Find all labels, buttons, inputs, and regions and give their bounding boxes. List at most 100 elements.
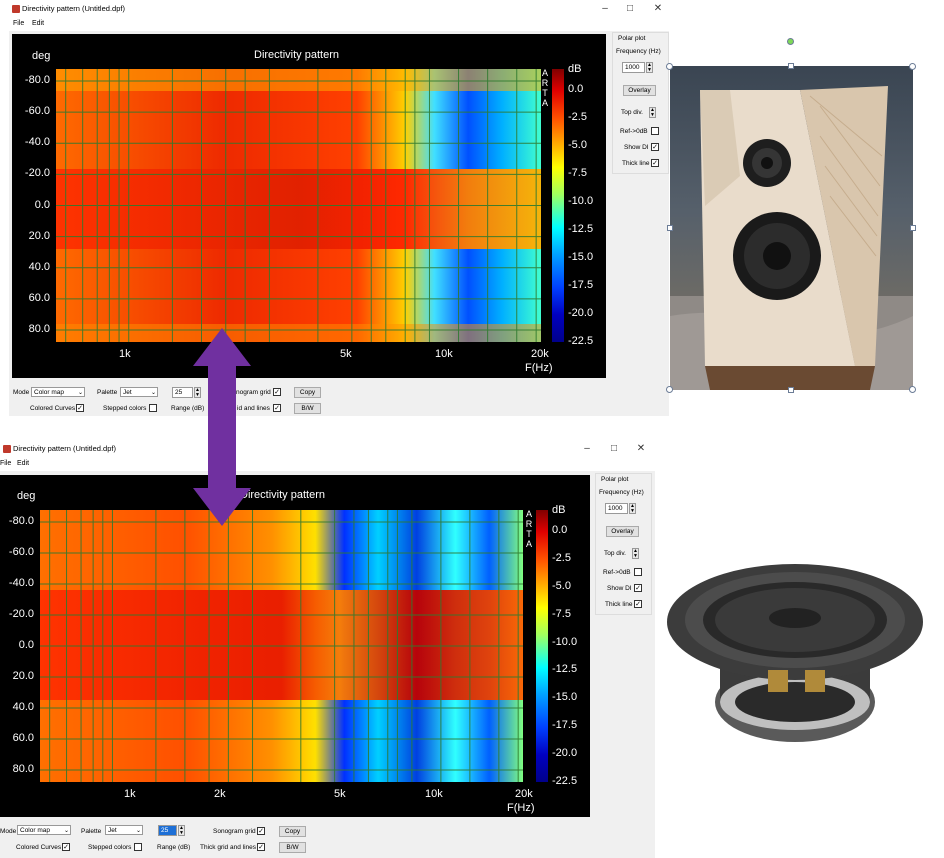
colored-curves-checkbox[interactable]: ✓ [62, 843, 70, 851]
menu-file[interactable]: File [0, 460, 12, 467]
thick-grid-checkbox[interactable]: ✓ [273, 404, 281, 412]
range-label: Range (dB) [157, 844, 191, 851]
show-di-checkbox[interactable]: ✓ [651, 143, 659, 151]
y-tick-label: -60.0 [8, 546, 34, 558]
menu-edit[interactable]: Edit [17, 460, 30, 467]
copy-button[interactable]: Copy [294, 387, 321, 398]
window-title: Directivity pattern (Untitled.dpf) [13, 444, 116, 453]
palette-select[interactable]: Jet ⌄ [120, 387, 158, 397]
rotate-handle-icon[interactable] [787, 38, 794, 45]
plot-title: Directivity pattern [240, 489, 325, 501]
top-div-label: Top div. [604, 550, 626, 557]
frequency-stepper[interactable]: ▲ ▼ [646, 62, 653, 73]
bw-button[interactable]: B/W [294, 403, 321, 414]
range-stepper[interactable]: ▲ ▼ [178, 825, 185, 836]
menu-file[interactable]: File [13, 20, 25, 27]
colored-curves-checkbox[interactable]: ✓ [76, 404, 84, 412]
arta-logo-letter: T [542, 88, 548, 98]
x-tick-label: 10k [435, 348, 453, 360]
y-axis-unit: deg [32, 50, 51, 62]
resize-handle[interactable] [788, 63, 794, 69]
maximize-icon[interactable]: □ [626, 3, 634, 14]
maximize-icon[interactable]: □ [610, 443, 618, 454]
frequency-input[interactable]: 1000 [605, 503, 628, 514]
frequency-stepper[interactable]: ▲ ▼ [629, 503, 636, 514]
stepped-colors-label: Stepped colors [103, 405, 147, 412]
close-icon[interactable]: ✕ [653, 3, 663, 14]
title-bar: Directivity pattern (Untitled.dpf) – □ ✕ [0, 440, 655, 459]
menu-edit[interactable]: Edit [32, 20, 45, 27]
resize-handle[interactable] [910, 225, 916, 231]
chevron-down-icon: ⌄ [150, 390, 156, 396]
frequency-input[interactable]: 1000 [622, 62, 645, 73]
ref-0db-checkbox[interactable] [634, 568, 642, 576]
resize-handle[interactable] [909, 386, 916, 393]
y-tick-label: 0.0 [34, 198, 50, 211]
minimize-icon[interactable]: – [584, 443, 590, 454]
sonogram-grid-checkbox[interactable]: ✓ [273, 388, 281, 396]
colorbar-tick-label: -12.5 [568, 223, 594, 235]
polar-plot-panel: Polar plot Frequency (Hz) 1000 ▲ ▼ Overlay Top… [612, 32, 669, 174]
resize-handle[interactable] [666, 386, 673, 393]
grid-lines [56, 69, 541, 342]
bw-button[interactable]: B/W [279, 842, 306, 853]
resize-handle[interactable] [909, 63, 916, 70]
colorbar-tick-label: -10.0 [552, 635, 578, 648]
minimize-icon[interactable]: – [602, 3, 608, 14]
top-div-stepper[interactable]: ▲ ▼ [649, 107, 656, 118]
colorbar-tick-label: -22.5 [552, 775, 578, 787]
colorbar-tick-label: -20.0 [552, 747, 578, 760]
range-input[interactable]: 25 [158, 825, 177, 836]
show-di-checkbox[interactable]: ✓ [634, 584, 642, 592]
ref-0db-checkbox[interactable] [651, 127, 659, 135]
thick-line-label: Thick line [622, 160, 650, 167]
range-input[interactable]: 25 [172, 387, 193, 398]
arta-logo-letter: A [541, 68, 548, 78]
x-tick-label: 5k [334, 788, 346, 800]
y-tick-label: 40.0 [28, 260, 50, 273]
sonogram-grid-checkbox[interactable]: ✓ [257, 827, 265, 835]
speaker-cabinet-photo[interactable] [670, 66, 913, 390]
resize-handle[interactable] [788, 387, 794, 393]
sonogram-grid-label: nogram grid [236, 389, 271, 396]
mode-select[interactable]: Color map ⌄ [31, 387, 85, 397]
palette-select[interactable]: Jet ⌄ [105, 825, 143, 835]
resize-handle[interactable] [667, 225, 673, 231]
resize-handle[interactable] [666, 63, 673, 70]
top-div-label: Top div. [621, 109, 643, 116]
arta-logo-letter: T [526, 529, 532, 539]
thick-grid-checkbox[interactable]: ✓ [257, 843, 265, 851]
y-tick-label: -80.0 [24, 74, 50, 86]
arta-logo-letter: A [525, 509, 532, 519]
x-tick-label: 20k [515, 788, 533, 800]
thick-grid-label: id and lines [237, 405, 270, 412]
colorbar [536, 510, 548, 782]
app-icon [12, 5, 20, 13]
stepped-colors-checkbox[interactable] [149, 404, 157, 412]
close-icon[interactable]: ✕ [636, 443, 646, 454]
stepped-colors-checkbox[interactable] [134, 843, 142, 851]
colorbar-tick-label: -5.0 [552, 579, 571, 592]
copy-button[interactable]: Copy [279, 826, 306, 837]
range-stepper[interactable]: ▲ ▼ [194, 387, 201, 398]
x-tick-label: 1k [119, 348, 131, 360]
polar-plot-label: Polar plot [601, 476, 629, 483]
colorbar-unit: dB [568, 63, 582, 75]
top-div-stepper[interactable]: ▲ ▼ [632, 548, 639, 559]
y-tick-label: 20.0 [12, 670, 34, 682]
chevron-down-icon: ⌄ [77, 390, 83, 396]
y-tick-label: 20.0 [28, 229, 50, 242]
arta-logo-letter: R [525, 519, 533, 529]
mode-select[interactable]: Color map ⌄ [17, 825, 71, 835]
thick-line-checkbox[interactable]: ✓ [651, 159, 659, 167]
overlay-button[interactable]: Overlay [623, 85, 656, 96]
grid-lines [40, 510, 523, 782]
overlay-button[interactable]: Overlay [606, 526, 639, 537]
colored-curves-label: Colored Curves [30, 405, 76, 412]
y-tick-label: 0.0 [18, 639, 34, 651]
colorbar-tick-label: -15.0 [552, 691, 578, 704]
directivity-window-top: Directivity pattern (Untitled.dpf) – □ ✕… [9, 0, 669, 416]
colorbar-tick-label: -22.5 [568, 335, 594, 347]
y-tick-label: -40.0 [8, 577, 34, 589]
thick-line-checkbox[interactable]: ✓ [634, 600, 642, 608]
